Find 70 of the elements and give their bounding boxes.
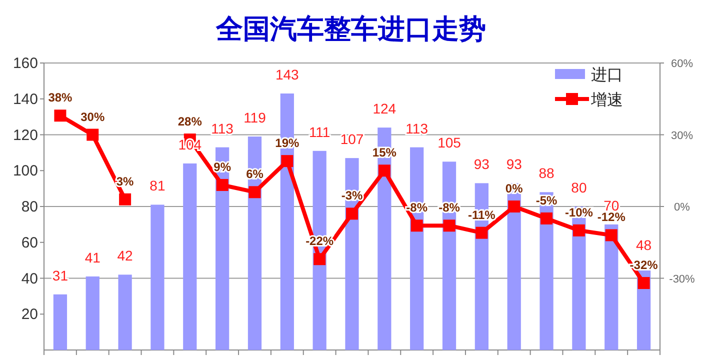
point [378,164,390,177]
y-tick-label: 20 [21,306,38,324]
point [346,208,358,220]
point [638,277,650,290]
y-tick-label: 80 [21,198,38,216]
bar [150,204,164,350]
y-tick-label: 120 [12,126,38,144]
data-label: 42 [117,248,134,264]
data-label: 88 [538,165,555,182]
point [86,128,99,141]
y-tick-label: 40 [21,270,38,288]
data-label: 81 [150,178,166,194]
data-label: 31 [52,267,68,284]
bar [86,276,100,350]
y2-tick-label: -30% [669,273,696,286]
data-label: 107 [340,131,364,148]
point [281,155,294,168]
data-label: -11% [468,208,496,222]
data-label: 15% [372,146,397,160]
y-tick-label: 60 [21,234,38,252]
data-label: 9% [214,160,232,174]
data-label: 93 [474,156,490,172]
y-tick-label: 100 [12,162,38,180]
data-label: 80 [571,180,587,196]
point [119,193,132,206]
data-label: -5% [536,193,558,208]
y-tick-label: 160 [12,55,38,72]
data-label: 105 [438,134,462,151]
bar [507,183,521,350]
point [605,229,618,242]
data-label: 93 [506,156,522,172]
y-tick-label: 140 [12,90,38,108]
data-label: 113 [211,120,234,136]
point [54,110,66,122]
data-label: -8% [438,200,460,215]
data-label: 30% [80,110,105,124]
legend-label: 进口 [591,66,623,84]
data-label: 41 [84,249,101,266]
chart-title: 全国汽车整车进口走势 [215,14,486,45]
data-label: 111 [308,124,330,140]
data-label: 28% [178,114,202,129]
data-label: -10% [564,205,594,220]
data-label: -3% [341,188,363,203]
point [248,186,261,198]
point [540,212,553,224]
point [443,220,456,232]
bar [53,294,68,350]
y2-tick-label: 30% [670,130,694,142]
data-label: 143 [275,66,300,82]
bar [183,163,197,350]
point [314,253,326,266]
data-label: 19% [275,136,300,150]
point [508,200,520,212]
y2-tick-label: 0% [674,202,690,214]
point [476,226,488,239]
y2-tick-label: 60% [670,58,694,70]
point [572,224,585,236]
data-label: 113 [406,120,428,136]
point [410,220,423,232]
bar [216,147,230,350]
data-label: 38% [48,90,73,105]
data-label: 48 [636,236,652,253]
bar [248,136,262,350]
point [216,178,228,191]
legend-label: 增速 [590,91,623,109]
data-label: 6% [246,167,264,182]
data-label: 119 [244,110,266,126]
bar [118,274,132,350]
data-label: 0% [505,182,524,196]
data-label: 124 [372,100,396,117]
